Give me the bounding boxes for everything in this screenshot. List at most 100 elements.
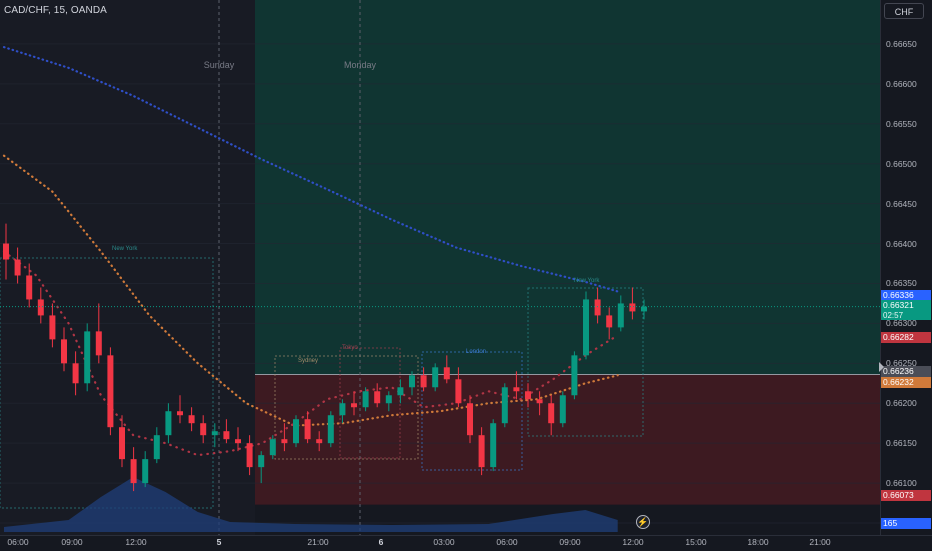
candle[interactable] (49, 303, 56, 348)
candle[interactable] (165, 403, 172, 444)
candle[interactable] (583, 291, 589, 360)
candle[interactable] (130, 447, 137, 492)
price-tick-label: 0.66500 (886, 158, 917, 169)
candle[interactable] (594, 287, 601, 324)
time-tick-label: 18:00 (747, 537, 769, 547)
price-tag: 0.66282 (881, 332, 931, 343)
candle[interactable] (72, 351, 79, 396)
price-tag: 0.66232 (881, 377, 931, 388)
countdown-label: 02:57 (883, 311, 904, 320)
time-tick-label: 5 (216, 537, 222, 547)
candles[interactable] (3, 223, 647, 492)
candle[interactable] (188, 407, 195, 432)
profit-zone[interactable] (255, 0, 880, 375)
session-box[interactable] (339, 347, 401, 459)
day-label: Monday (343, 60, 377, 70)
candle[interactable] (269, 435, 276, 460)
candle[interactable] (95, 303, 102, 364)
candle[interactable] (223, 419, 230, 444)
candle[interactable] (327, 411, 334, 448)
candle[interactable] (617, 295, 624, 332)
day-label: Sunday (203, 60, 235, 70)
candle[interactable] (490, 419, 497, 472)
candle[interactable] (3, 223, 9, 280)
candle[interactable] (26, 263, 33, 308)
session-box[interactable] (274, 355, 419, 460)
currency-button[interactable]: CHF (884, 3, 924, 19)
candle[interactable] (362, 387, 369, 412)
candle[interactable] (443, 355, 450, 384)
candle[interactable] (525, 383, 531, 408)
candle[interactable] (304, 411, 311, 444)
price-tick-label: 0.66150 (886, 438, 917, 449)
candle[interactable] (420, 367, 427, 392)
candle[interactable] (211, 423, 218, 448)
symbol-title: CAD/CHF, 15, OANDA (4, 5, 107, 16)
candle[interactable] (293, 415, 299, 448)
candle[interactable] (258, 451, 265, 484)
price-tick-label: 0.66600 (886, 78, 917, 89)
candle[interactable] (432, 363, 439, 392)
candle[interactable] (501, 383, 508, 428)
candle[interactable] (61, 327, 67, 372)
time-axis[interactable] (0, 535, 932, 551)
candle[interactable] (14, 247, 21, 284)
candle[interactable] (385, 391, 392, 412)
candle[interactable] (153, 427, 160, 464)
price-tick-label: 0.66100 (886, 478, 917, 489)
candle[interactable] (339, 399, 346, 424)
candle[interactable] (629, 287, 636, 320)
price-tag: 0.66073 (881, 490, 931, 501)
price-tick-label: 0.66200 (886, 398, 917, 409)
session-label: Tokyo (342, 345, 358, 351)
candle[interactable] (536, 391, 543, 416)
time-tick-label: 21:00 (307, 537, 329, 547)
price-tag: 0.66236 (881, 366, 931, 377)
entry-marker-arrow-icon (879, 362, 884, 372)
candle[interactable] (548, 395, 555, 436)
time-tick-label: 09:00 (559, 537, 581, 547)
ma-mid-line[interactable] (2, 154, 619, 427)
candle[interactable] (351, 391, 357, 416)
candle[interactable] (107, 347, 114, 436)
candle[interactable] (559, 391, 566, 428)
session-box[interactable] (421, 351, 523, 471)
candle[interactable] (84, 323, 91, 392)
time-tick-label: 03:00 (433, 537, 455, 547)
candle[interactable] (397, 379, 404, 404)
volume-tag: 165 (881, 518, 931, 529)
session-label: Sydney (298, 358, 319, 364)
candle[interactable] (37, 287, 44, 324)
candle[interactable] (200, 415, 207, 444)
candle[interactable] (409, 371, 415, 396)
candle[interactable] (119, 415, 125, 468)
time-tick-label: 21:00 (809, 537, 831, 547)
price-axis[interactable] (880, 0, 932, 535)
bolt-icon[interactable]: ⚡ (636, 515, 650, 529)
candle[interactable] (316, 431, 323, 452)
candle[interactable] (235, 427, 241, 452)
candle[interactable] (177, 395, 183, 424)
candle[interactable] (606, 307, 613, 340)
candle[interactable] (455, 367, 462, 408)
candle[interactable] (281, 423, 288, 452)
candle[interactable] (571, 351, 578, 400)
candle[interactable] (641, 299, 647, 320)
ma-slow-line[interactable] (2, 46, 619, 293)
candle[interactable] (142, 451, 149, 488)
price-tick-label: 0.66550 (886, 118, 917, 129)
session-box[interactable] (527, 287, 644, 437)
session-label: New York (112, 246, 138, 252)
candle[interactable] (374, 383, 381, 408)
candle[interactable] (467, 395, 473, 444)
candle[interactable] (513, 371, 520, 400)
price-tag: 0.66336 (881, 290, 931, 301)
ma-fast-line[interactable] (2, 250, 619, 457)
time-tick-label: 06:00 (496, 537, 518, 547)
price-tick-label: 0.66650 (886, 38, 917, 49)
candle[interactable] (246, 435, 253, 476)
candle[interactable] (478, 427, 485, 476)
session-label: London (466, 349, 487, 355)
